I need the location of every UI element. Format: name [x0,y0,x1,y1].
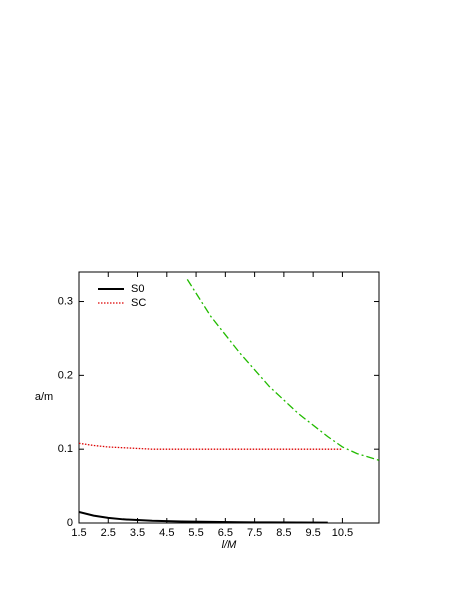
x-tick-label: 3.5 [130,527,145,539]
y-tick-label: 0 [67,517,73,529]
y-tick-label: 0.2 [58,369,73,381]
y-tick-label: 0.1 [58,443,73,455]
series-line [79,442,343,450]
legend-label: S0 [131,283,144,295]
series-line [79,510,328,523]
x-tick-label: 6.5 [218,527,233,539]
x-tick-label: 10.5 [332,527,353,539]
x-tick-label: 1.5 [71,527,86,539]
plot-frame [78,271,380,524]
x-tick-label: 7.5 [247,527,262,539]
x-tick-label: 9.5 [305,527,320,539]
x-tick-label: 5.5 [188,527,203,539]
x-tick-label: 2.5 [101,527,116,539]
legend-label: SC [131,297,146,309]
x-tick-label: 4.5 [159,527,174,539]
x-tick-label: 8.5 [276,527,291,539]
series-line [186,279,379,461]
y-tick-label: 0.3 [58,295,73,307]
y-axis-label: a/m [35,391,53,403]
x-axis-label: l/M [222,539,238,551]
